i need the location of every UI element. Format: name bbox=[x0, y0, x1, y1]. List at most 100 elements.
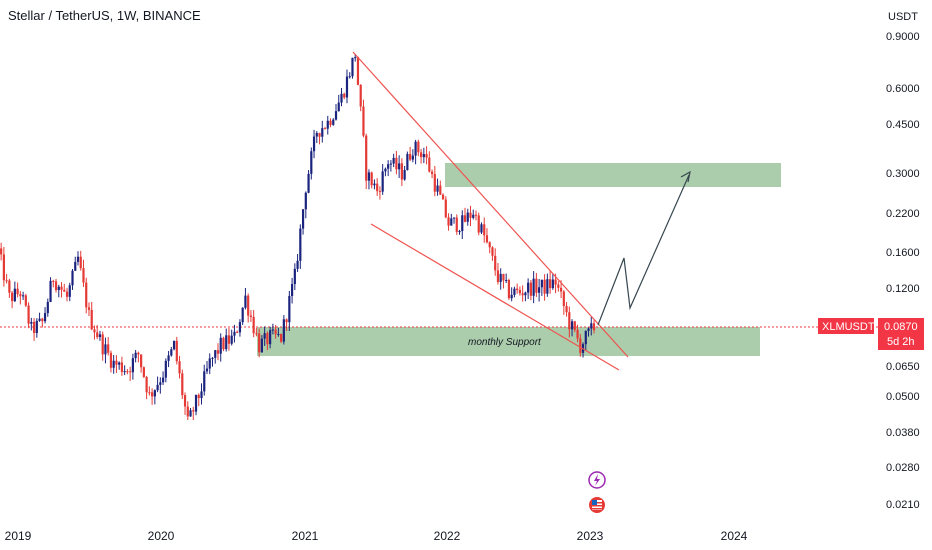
candle-body[interactable] bbox=[41, 318, 44, 322]
candle-body[interactable] bbox=[2, 254, 5, 281]
candle-body[interactable] bbox=[488, 242, 491, 248]
candle-body[interactable] bbox=[315, 133, 318, 137]
candle-body[interactable] bbox=[326, 120, 329, 129]
candle-body[interactable] bbox=[392, 157, 395, 164]
candle-body[interactable] bbox=[524, 292, 527, 296]
candle-body[interactable] bbox=[140, 354, 143, 368]
candle-body[interactable] bbox=[178, 361, 181, 374]
candle-body[interactable] bbox=[568, 312, 571, 330]
candle-body[interactable] bbox=[430, 171, 434, 175]
candle-body[interactable] bbox=[469, 212, 472, 218]
candle-body[interactable] bbox=[505, 280, 508, 282]
candle-body[interactable] bbox=[0, 248, 3, 255]
candle-body[interactable] bbox=[301, 209, 305, 229]
candle-body[interactable] bbox=[381, 171, 384, 192]
candle-body[interactable] bbox=[321, 128, 324, 137]
candle-body[interactable] bbox=[192, 410, 195, 412]
candle-body[interactable] bbox=[543, 279, 546, 294]
candle-body[interactable] bbox=[225, 335, 228, 350]
candle-body[interactable] bbox=[269, 330, 272, 345]
candle-body[interactable] bbox=[557, 284, 560, 288]
candle-body[interactable] bbox=[400, 163, 403, 180]
candle-body[interactable] bbox=[236, 331, 239, 333]
candle-body[interactable] bbox=[123, 371, 126, 373]
candle-body[interactable] bbox=[109, 352, 113, 368]
candle-body[interactable] bbox=[332, 119, 335, 125]
candle-body[interactable] bbox=[222, 337, 225, 350]
candle-body[interactable] bbox=[425, 154, 428, 158]
candle-body[interactable] bbox=[214, 350, 217, 358]
candle-body[interactable] bbox=[461, 215, 464, 232]
us-flag-icon[interactable] bbox=[589, 497, 605, 513]
candle-body[interactable] bbox=[576, 329, 579, 339]
candle-body[interactable] bbox=[211, 357, 214, 359]
candle-body[interactable] bbox=[63, 289, 66, 292]
candle-body[interactable] bbox=[258, 333, 261, 353]
candle-body[interactable] bbox=[280, 333, 283, 342]
candle-body[interactable] bbox=[345, 76, 349, 98]
candle-body[interactable] bbox=[148, 392, 151, 394]
candle-body[interactable] bbox=[205, 368, 209, 372]
candle-body[interactable] bbox=[485, 235, 489, 243]
candle-body[interactable] bbox=[227, 335, 231, 344]
candle-body[interactable] bbox=[417, 141, 420, 153]
candle-body[interactable] bbox=[406, 153, 409, 170]
candle-body[interactable] bbox=[52, 280, 55, 282]
candle-body[interactable] bbox=[450, 218, 453, 226]
candle-body[interactable] bbox=[219, 337, 222, 354]
candle-body[interactable] bbox=[516, 288, 519, 290]
candle-body[interactable] bbox=[414, 141, 417, 156]
candle-body[interactable] bbox=[170, 349, 173, 356]
candle-body[interactable] bbox=[554, 279, 557, 285]
candle-body[interactable] bbox=[233, 331, 236, 336]
candle-body[interactable] bbox=[428, 157, 431, 172]
candle-body[interactable] bbox=[409, 153, 412, 160]
candle-body[interactable] bbox=[579, 338, 582, 353]
candle-body[interactable] bbox=[529, 282, 532, 296]
candle-body[interactable] bbox=[496, 270, 500, 282]
candle-body[interactable] bbox=[310, 151, 313, 174]
candle-body[interactable] bbox=[87, 307, 91, 310]
candle-body[interactable] bbox=[389, 163, 393, 165]
candle-body[interactable] bbox=[189, 410, 192, 417]
candle-body[interactable] bbox=[441, 194, 445, 200]
candle-body[interactable] bbox=[307, 173, 310, 193]
candle-body[interactable] bbox=[538, 287, 541, 293]
candle-body[interactable] bbox=[562, 291, 565, 307]
candles[interactable] bbox=[0, 53, 596, 421]
candle-body[interactable] bbox=[186, 406, 189, 417]
candle-body[interactable] bbox=[312, 136, 316, 152]
candle-body[interactable] bbox=[13, 288, 16, 302]
candle-body[interactable] bbox=[252, 316, 255, 334]
candle-body[interactable] bbox=[455, 217, 458, 232]
candle-body[interactable] bbox=[540, 279, 543, 288]
candle-body[interactable] bbox=[175, 340, 178, 362]
candle-body[interactable] bbox=[362, 106, 365, 136]
candle-body[interactable] bbox=[24, 295, 27, 306]
candle-body[interactable] bbox=[587, 328, 590, 331]
candle-body[interactable] bbox=[263, 333, 266, 339]
candle-body[interactable] bbox=[153, 390, 156, 397]
candle-body[interactable] bbox=[337, 102, 340, 112]
candle-body[interactable] bbox=[107, 344, 110, 353]
candle-body[interactable] bbox=[299, 228, 302, 261]
candle-body[interactable] bbox=[387, 164, 390, 169]
candle-body[interactable] bbox=[82, 268, 85, 283]
candle-body[interactable] bbox=[129, 371, 132, 373]
candle-body[interactable] bbox=[439, 185, 442, 195]
candle-body[interactable] bbox=[76, 256, 80, 262]
candle-body[interactable] bbox=[21, 295, 25, 297]
candle-body[interactable] bbox=[559, 287, 563, 292]
candle-body[interactable] bbox=[11, 292, 14, 302]
candle-body[interactable] bbox=[521, 293, 524, 296]
candle-body[interactable] bbox=[98, 334, 102, 338]
candle-body[interactable] bbox=[474, 214, 478, 216]
candle-body[interactable] bbox=[49, 280, 52, 302]
candle-body[interactable] bbox=[293, 268, 296, 285]
candle-body[interactable] bbox=[156, 384, 159, 391]
candle-body[interactable] bbox=[271, 329, 274, 331]
candle-body[interactable] bbox=[436, 185, 439, 192]
candle-body[interactable] bbox=[329, 120, 332, 125]
candle-body[interactable] bbox=[167, 355, 170, 361]
candle-body[interactable] bbox=[68, 285, 71, 297]
